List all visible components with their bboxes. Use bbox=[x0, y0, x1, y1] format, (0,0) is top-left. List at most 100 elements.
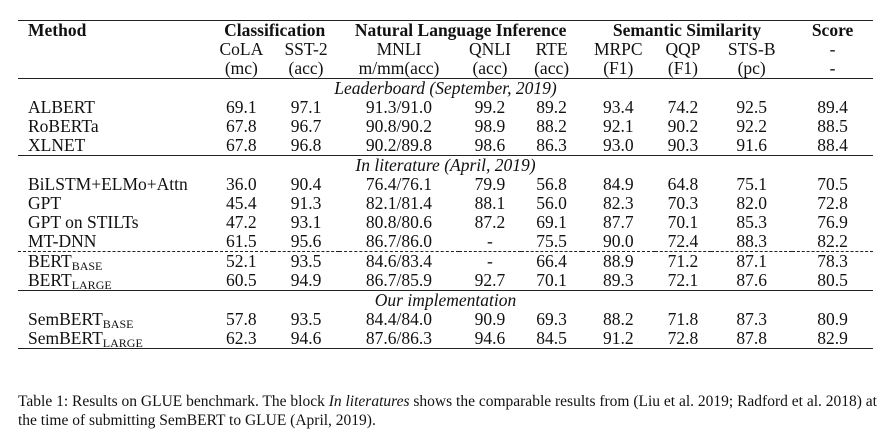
caption-suffix: shows the comparable results from (Liu e… bbox=[18, 393, 877, 429]
metric-header-row: (mc) (acc) m/mm(acc) (acc) (acc) (F1) (F… bbox=[18, 59, 873, 79]
metric-header: (F1) bbox=[603, 58, 634, 78]
score-cell: 62.3 bbox=[210, 329, 273, 349]
score-cell: 87.6/86.3 bbox=[339, 329, 459, 349]
score-cell: 87.3 bbox=[736, 309, 767, 329]
method-name: MT-DNN bbox=[18, 232, 210, 252]
score-cell: 89.2 bbox=[536, 97, 567, 117]
score-cell: 75.5 bbox=[536, 231, 567, 251]
col-header: QNLI bbox=[469, 39, 511, 59]
score-cell: 67.8 bbox=[226, 135, 257, 155]
caption-prefix: Table 1: Results on GLUE benchmark. The … bbox=[18, 393, 329, 410]
score-cell: 96.8 bbox=[290, 135, 322, 155]
score-cell: 87.2 bbox=[474, 212, 506, 232]
score-cell: 75.1 bbox=[736, 174, 767, 194]
score-cell: 93.0 bbox=[602, 135, 634, 155]
score-cell: 93.1 bbox=[290, 212, 322, 232]
score-cell: 88.5 bbox=[817, 116, 848, 136]
col-header: STS-B bbox=[727, 39, 776, 59]
col-header: RTE bbox=[535, 39, 568, 59]
score-cell: 82.1/81.4 bbox=[365, 193, 433, 213]
metric-header: m/mm(acc) bbox=[358, 58, 440, 78]
table-row: BERTLARGE 60.5 94.9 86.7/85.9 92.7 70.1 89.3 72… bbox=[18, 270, 873, 292]
col-header: CoLA bbox=[219, 39, 264, 59]
method-label: GPT on STILTs bbox=[28, 212, 139, 232]
table-row: GPT on STILTs 47.2 93.1 80.8/80.6 87.2 69.1 87… bbox=[18, 213, 873, 232]
score-cell: 78.3 bbox=[792, 251, 873, 271]
score-cell: 47.2 bbox=[226, 212, 257, 232]
method-label: GPT bbox=[28, 193, 62, 213]
method-name: BERTLARGE bbox=[18, 270, 210, 292]
caption-italic: In literatures bbox=[328, 393, 410, 410]
score-cell: 86.7/86.0 bbox=[365, 231, 433, 251]
score-cell: 87.1 bbox=[711, 251, 793, 271]
score-cell: 92.7 bbox=[474, 270, 506, 290]
score-cell: 92.5 bbox=[736, 97, 767, 117]
score-cell: 82.0 bbox=[736, 193, 767, 213]
score-cell: 88.9 bbox=[581, 251, 655, 271]
method-name: GPT bbox=[18, 194, 210, 213]
method-label: BERT bbox=[28, 270, 72, 290]
score-cell: 56.8 bbox=[536, 174, 567, 194]
method-subscript: LARGE bbox=[102, 336, 143, 350]
score-cell: 67.8 bbox=[226, 116, 257, 136]
score-cell: 79.9 bbox=[474, 174, 506, 194]
score-cell: 61.5 bbox=[226, 231, 257, 251]
score-cell: 92.1 bbox=[602, 116, 634, 136]
score-cell: 82.9 bbox=[792, 329, 873, 349]
table-row: BiLSTM+ELMo+Attn 36.0 90.4 76.4/76.1 79.9 56.… bbox=[18, 175, 873, 194]
score-cell: 93.4 bbox=[602, 97, 634, 117]
score-cell: 84.5 bbox=[521, 329, 582, 349]
score-cell: 98.9 bbox=[474, 116, 506, 136]
score-cell: 45.4 bbox=[226, 193, 257, 213]
method-subscript: BASE bbox=[71, 259, 103, 273]
score-cell: 66.4 bbox=[521, 251, 582, 271]
score-cell: 57.8 bbox=[226, 309, 257, 329]
table-row: RoBERTa 67.8 96.7 90.8/90.2 98.9 88.2 92.1 90.2… bbox=[18, 117, 873, 136]
score-cell: 84.4/84.0 bbox=[365, 309, 433, 329]
score-cell: 82.3 bbox=[602, 193, 634, 213]
metric-header: (acc) bbox=[288, 58, 324, 78]
method-label: SemBERT bbox=[28, 309, 103, 329]
score-cell: 97.1 bbox=[290, 97, 322, 117]
method-subscript: LARGE bbox=[71, 278, 112, 292]
col-header: - bbox=[829, 39, 836, 59]
score-cell: 89.3 bbox=[602, 270, 634, 290]
score-cell: 86.7/85.9 bbox=[365, 270, 433, 290]
score-cell: 60.5 bbox=[226, 270, 257, 290]
method-label: ALBERT bbox=[28, 97, 96, 117]
col-header: MNLI bbox=[376, 39, 422, 59]
score-cell: 94.6 bbox=[458, 329, 522, 349]
method-name: GPT on STILTs bbox=[18, 213, 210, 232]
score-cell: 92.2 bbox=[736, 116, 767, 136]
score-cell: 90.2 bbox=[667, 116, 699, 136]
score-cell: 69.1 bbox=[226, 97, 257, 117]
score-cell: 90.2/89.8 bbox=[365, 135, 433, 155]
score-cell: 80.8/80.6 bbox=[365, 212, 433, 232]
section-title: Our implementation bbox=[18, 290, 873, 310]
score-cell: 84.9 bbox=[602, 174, 634, 194]
score-cell: 91.3 bbox=[290, 193, 322, 213]
method-name: RoBERTa bbox=[18, 117, 210, 136]
score-cell: 70.5 bbox=[817, 174, 848, 194]
score-cell: 90.9 bbox=[474, 309, 506, 329]
section-title: Leaderboard (September, 2019) bbox=[18, 78, 873, 98]
score-cell: 96.7 bbox=[290, 116, 322, 136]
table-row: XLNET 67.8 96.8 90.2/89.8 98.6 86.3 93.0 90.3 91… bbox=[18, 136, 873, 156]
table-row: ALBERT 69.1 97.1 91.3/91.0 99.2 89.2 93.4 74.2 9… bbox=[18, 98, 873, 117]
score-cell: 88.2 bbox=[536, 116, 567, 136]
score-cell: - bbox=[458, 251, 522, 271]
score-cell: 87.7 bbox=[602, 212, 634, 232]
results-table: Method Classification Natural Language I… bbox=[18, 20, 873, 349]
score-cell: 99.2 bbox=[474, 97, 506, 117]
score-cell: 76.9 bbox=[817, 212, 848, 232]
score-header: Score bbox=[792, 20, 873, 40]
section-header-row: In literature (April, 2019) bbox=[18, 155, 873, 175]
score-cell: 98.6 bbox=[474, 135, 506, 155]
method-label: SemBERT bbox=[28, 328, 103, 348]
score-cell: 72.8 bbox=[654, 329, 712, 349]
method-name: SemBERTBASE bbox=[18, 309, 210, 331]
score-cell: 95.6 bbox=[290, 231, 322, 251]
score-cell: 90.0 bbox=[602, 231, 634, 251]
group-header-row: Method Classification Natural Language I… bbox=[18, 20, 873, 40]
table-row: BERTBASE 52.1 93.5 84.6/83.4-66.4 88.9 71.2 87… bbox=[18, 251, 873, 273]
